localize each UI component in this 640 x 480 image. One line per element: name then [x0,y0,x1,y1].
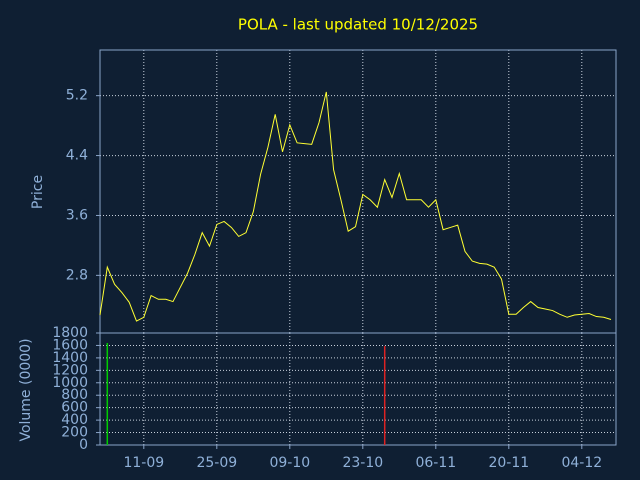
y-tick-label: 1000 [52,375,88,391]
volume-bar [106,342,109,445]
y-tick-label: 1600 [52,337,88,353]
y-tick-label: 0 [79,437,88,453]
x-tick-label: 06-11 [415,455,456,471]
y-tick-label: 200 [61,425,88,441]
price-line [99,91,612,322]
y-tick-label: 1800 [52,325,88,341]
x-tick-label: 04-12 [561,455,602,471]
x-tick-label: 23-10 [342,455,383,471]
plot-frame [99,332,617,446]
y-tick-label: 800 [61,387,88,403]
volume-bar [383,346,386,445]
x-tick-label: 20-11 [488,455,529,471]
y-axis-label: Volume (0000) [18,338,34,441]
x-tick-label: 25-09 [196,455,237,471]
y-tick-label: 3.6 [66,207,88,223]
y-axis-label: Price [30,175,46,209]
y-tick-label: 4.4 [66,148,88,164]
y-tick-label: 1200 [52,362,88,378]
x-tick-label: 11-09 [123,455,164,471]
y-tick-label: 1400 [52,350,88,366]
y-tick-label: 600 [61,400,88,416]
y-tick-label: 400 [61,412,88,428]
y-tick-label: 5.2 [66,88,88,104]
y-tick-label: 2.8 [66,267,88,283]
x-tick-label: 09-10 [269,455,310,471]
chart-title: POLA - last updated 10/12/2025 [238,16,478,34]
